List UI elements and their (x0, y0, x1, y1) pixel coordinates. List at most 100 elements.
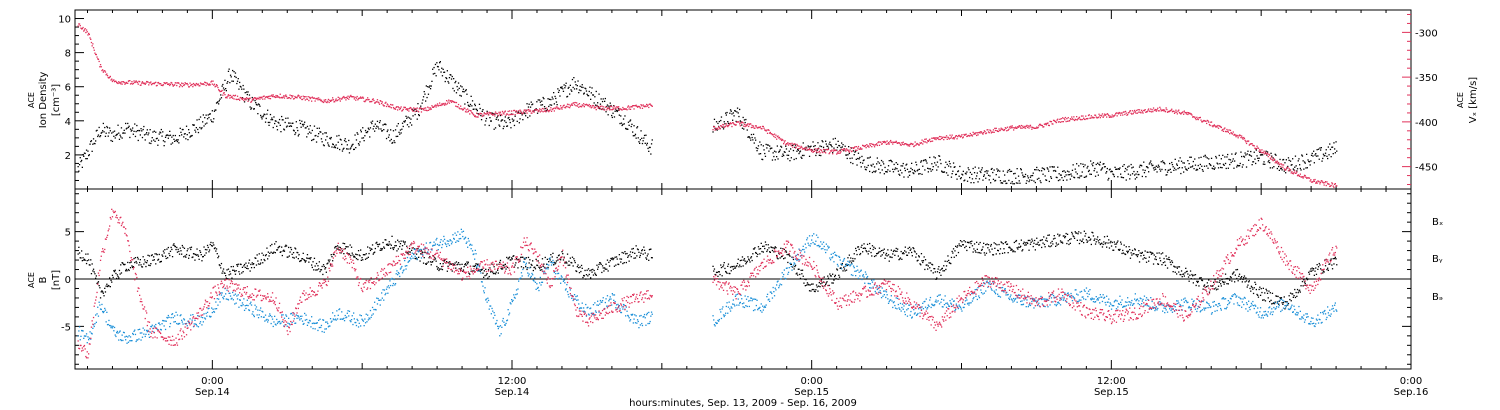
data-point (1323, 184, 1325, 186)
data-point (211, 83, 213, 85)
data-point (471, 100, 474, 102)
data-point (326, 263, 328, 265)
data-point (883, 252, 885, 254)
data-point (482, 114, 484, 116)
data-point (641, 249, 644, 251)
data-point (1221, 167, 1223, 169)
data-point (1227, 131, 1229, 133)
data-point (630, 256, 632, 258)
data-point (745, 125, 748, 127)
data-point (264, 98, 266, 100)
data-point (468, 272, 470, 274)
data-point (611, 109, 613, 111)
data-point (548, 98, 551, 100)
data-point (564, 107, 567, 109)
data-point (597, 102, 599, 104)
data-point (97, 58, 99, 60)
data-point (164, 141, 166, 143)
data-point (815, 149, 817, 151)
data-point (338, 134, 340, 137)
data-point (852, 147, 854, 149)
data-point (253, 97, 255, 99)
data-point (606, 109, 608, 111)
data-point (814, 148, 816, 150)
data-point (162, 255, 164, 257)
data-point (387, 104, 389, 106)
data-point (348, 253, 351, 255)
data-point (125, 128, 127, 130)
data-point (1262, 163, 1264, 165)
data-point (595, 274, 597, 276)
data-point (366, 99, 368, 101)
data-point (283, 249, 285, 251)
data-point (518, 258, 520, 261)
data-point (607, 107, 609, 109)
data-point (910, 167, 912, 169)
data-point (916, 170, 918, 172)
data-point (308, 99, 310, 102)
data-point (1146, 111, 1148, 113)
data-point (1313, 179, 1315, 181)
data-point (357, 258, 359, 261)
data-point (85, 262, 88, 265)
data-point (952, 170, 954, 172)
data-point (320, 269, 322, 271)
data-point (750, 139, 752, 141)
data-point (603, 109, 605, 111)
data-point (466, 261, 468, 263)
data-point (977, 134, 979, 136)
data-point (111, 80, 114, 83)
data-point (1044, 175, 1046, 177)
data-point (1024, 125, 1026, 128)
data-point (621, 124, 623, 127)
data-point (127, 126, 130, 129)
data-point (569, 107, 571, 109)
data-point (415, 109, 418, 111)
data-point (827, 145, 829, 147)
data-point (1262, 152, 1264, 154)
data-point (617, 263, 619, 265)
data-point (252, 263, 254, 266)
data-point (432, 73, 434, 75)
data-point (116, 82, 118, 84)
data-point (1045, 179, 1047, 181)
data-point (479, 107, 481, 110)
data-point (746, 129, 748, 131)
data-point (412, 247, 414, 249)
data-point (168, 83, 170, 85)
data-point (631, 123, 633, 125)
data-point (1108, 177, 1110, 180)
data-point (546, 258, 548, 260)
data-point (887, 143, 889, 145)
data-point (1289, 170, 1291, 172)
data-point (1012, 183, 1014, 185)
data-point (1194, 116, 1196, 118)
data-point (304, 259, 306, 262)
data-point (750, 257, 752, 259)
data-point (78, 164, 81, 166)
data-point (369, 100, 372, 103)
data-point (510, 127, 512, 129)
data-point (1145, 176, 1147, 178)
data-point (364, 258, 367, 260)
data-point (610, 109, 612, 111)
data-point (337, 141, 339, 143)
data-point (299, 122, 302, 125)
data-point (897, 163, 899, 165)
data-point (901, 165, 904, 167)
data-point (87, 150, 89, 152)
data-point (517, 111, 519, 113)
data-point (1243, 137, 1246, 140)
data-point (1192, 165, 1194, 167)
data-point (132, 82, 134, 84)
data-point (758, 248, 760, 250)
data-point (580, 86, 583, 88)
data-point (198, 258, 200, 260)
data-point (396, 106, 398, 108)
data-point (300, 126, 302, 128)
data-point (188, 254, 190, 257)
data-point (480, 113, 483, 115)
data-point (629, 106, 631, 108)
data-point (551, 256, 553, 258)
data-point (255, 102, 257, 104)
